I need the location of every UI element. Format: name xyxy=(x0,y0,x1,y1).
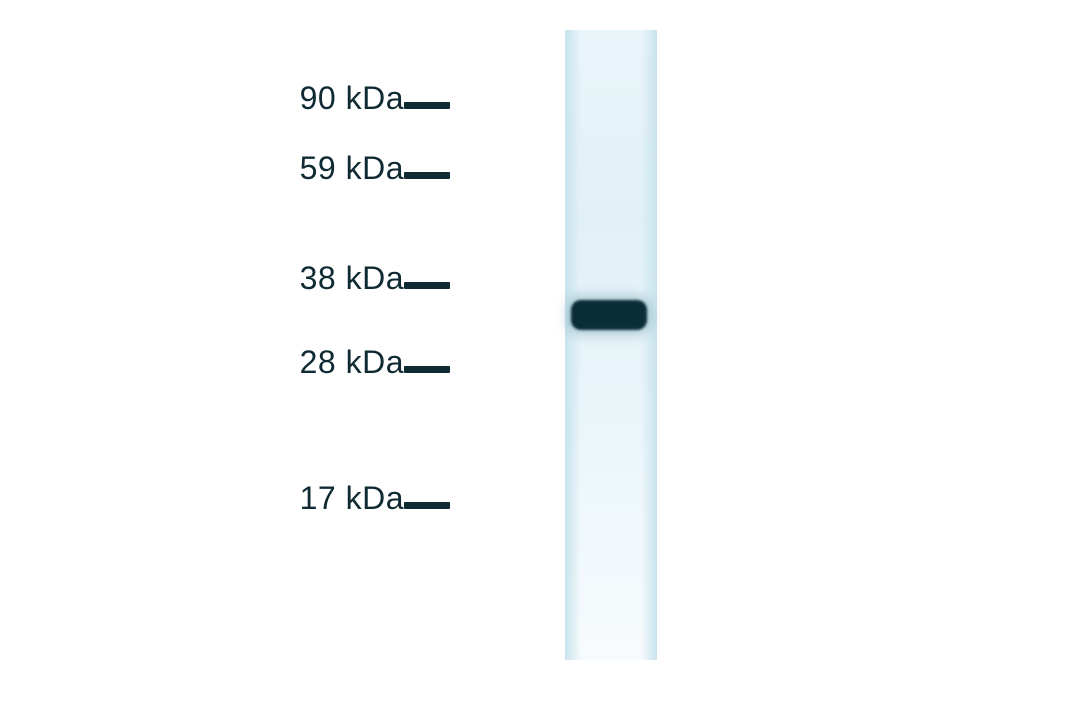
lane-edge-right xyxy=(641,30,657,660)
mw-marker-label: 90 kDa xyxy=(300,80,404,117)
mw-marker-tick xyxy=(404,102,450,109)
mw-marker: 17 kDa xyxy=(0,480,450,517)
blot-lane xyxy=(565,30,657,660)
lane-edge-left xyxy=(565,30,581,660)
mw-marker: 59 kDa xyxy=(0,150,450,187)
mw-marker: 90 kDa xyxy=(0,80,450,117)
mw-marker-label: 17 kDa xyxy=(300,480,404,517)
mw-marker: 38 kDa xyxy=(0,260,450,297)
mw-marker-label: 28 kDa xyxy=(300,344,404,381)
mw-marker-tick xyxy=(404,502,450,509)
mw-marker-tick xyxy=(404,366,450,373)
mw-marker-label: 38 kDa xyxy=(300,260,404,297)
blot-canvas: 90 kDa 59 kDa 38 kDa 28 kDa 17 kDa xyxy=(0,0,1080,720)
mw-marker-tick xyxy=(404,172,450,179)
mw-marker: 28 kDa xyxy=(0,344,450,381)
band xyxy=(571,300,647,330)
mw-marker-tick xyxy=(404,282,450,289)
mw-marker-label: 59 kDa xyxy=(300,150,404,187)
